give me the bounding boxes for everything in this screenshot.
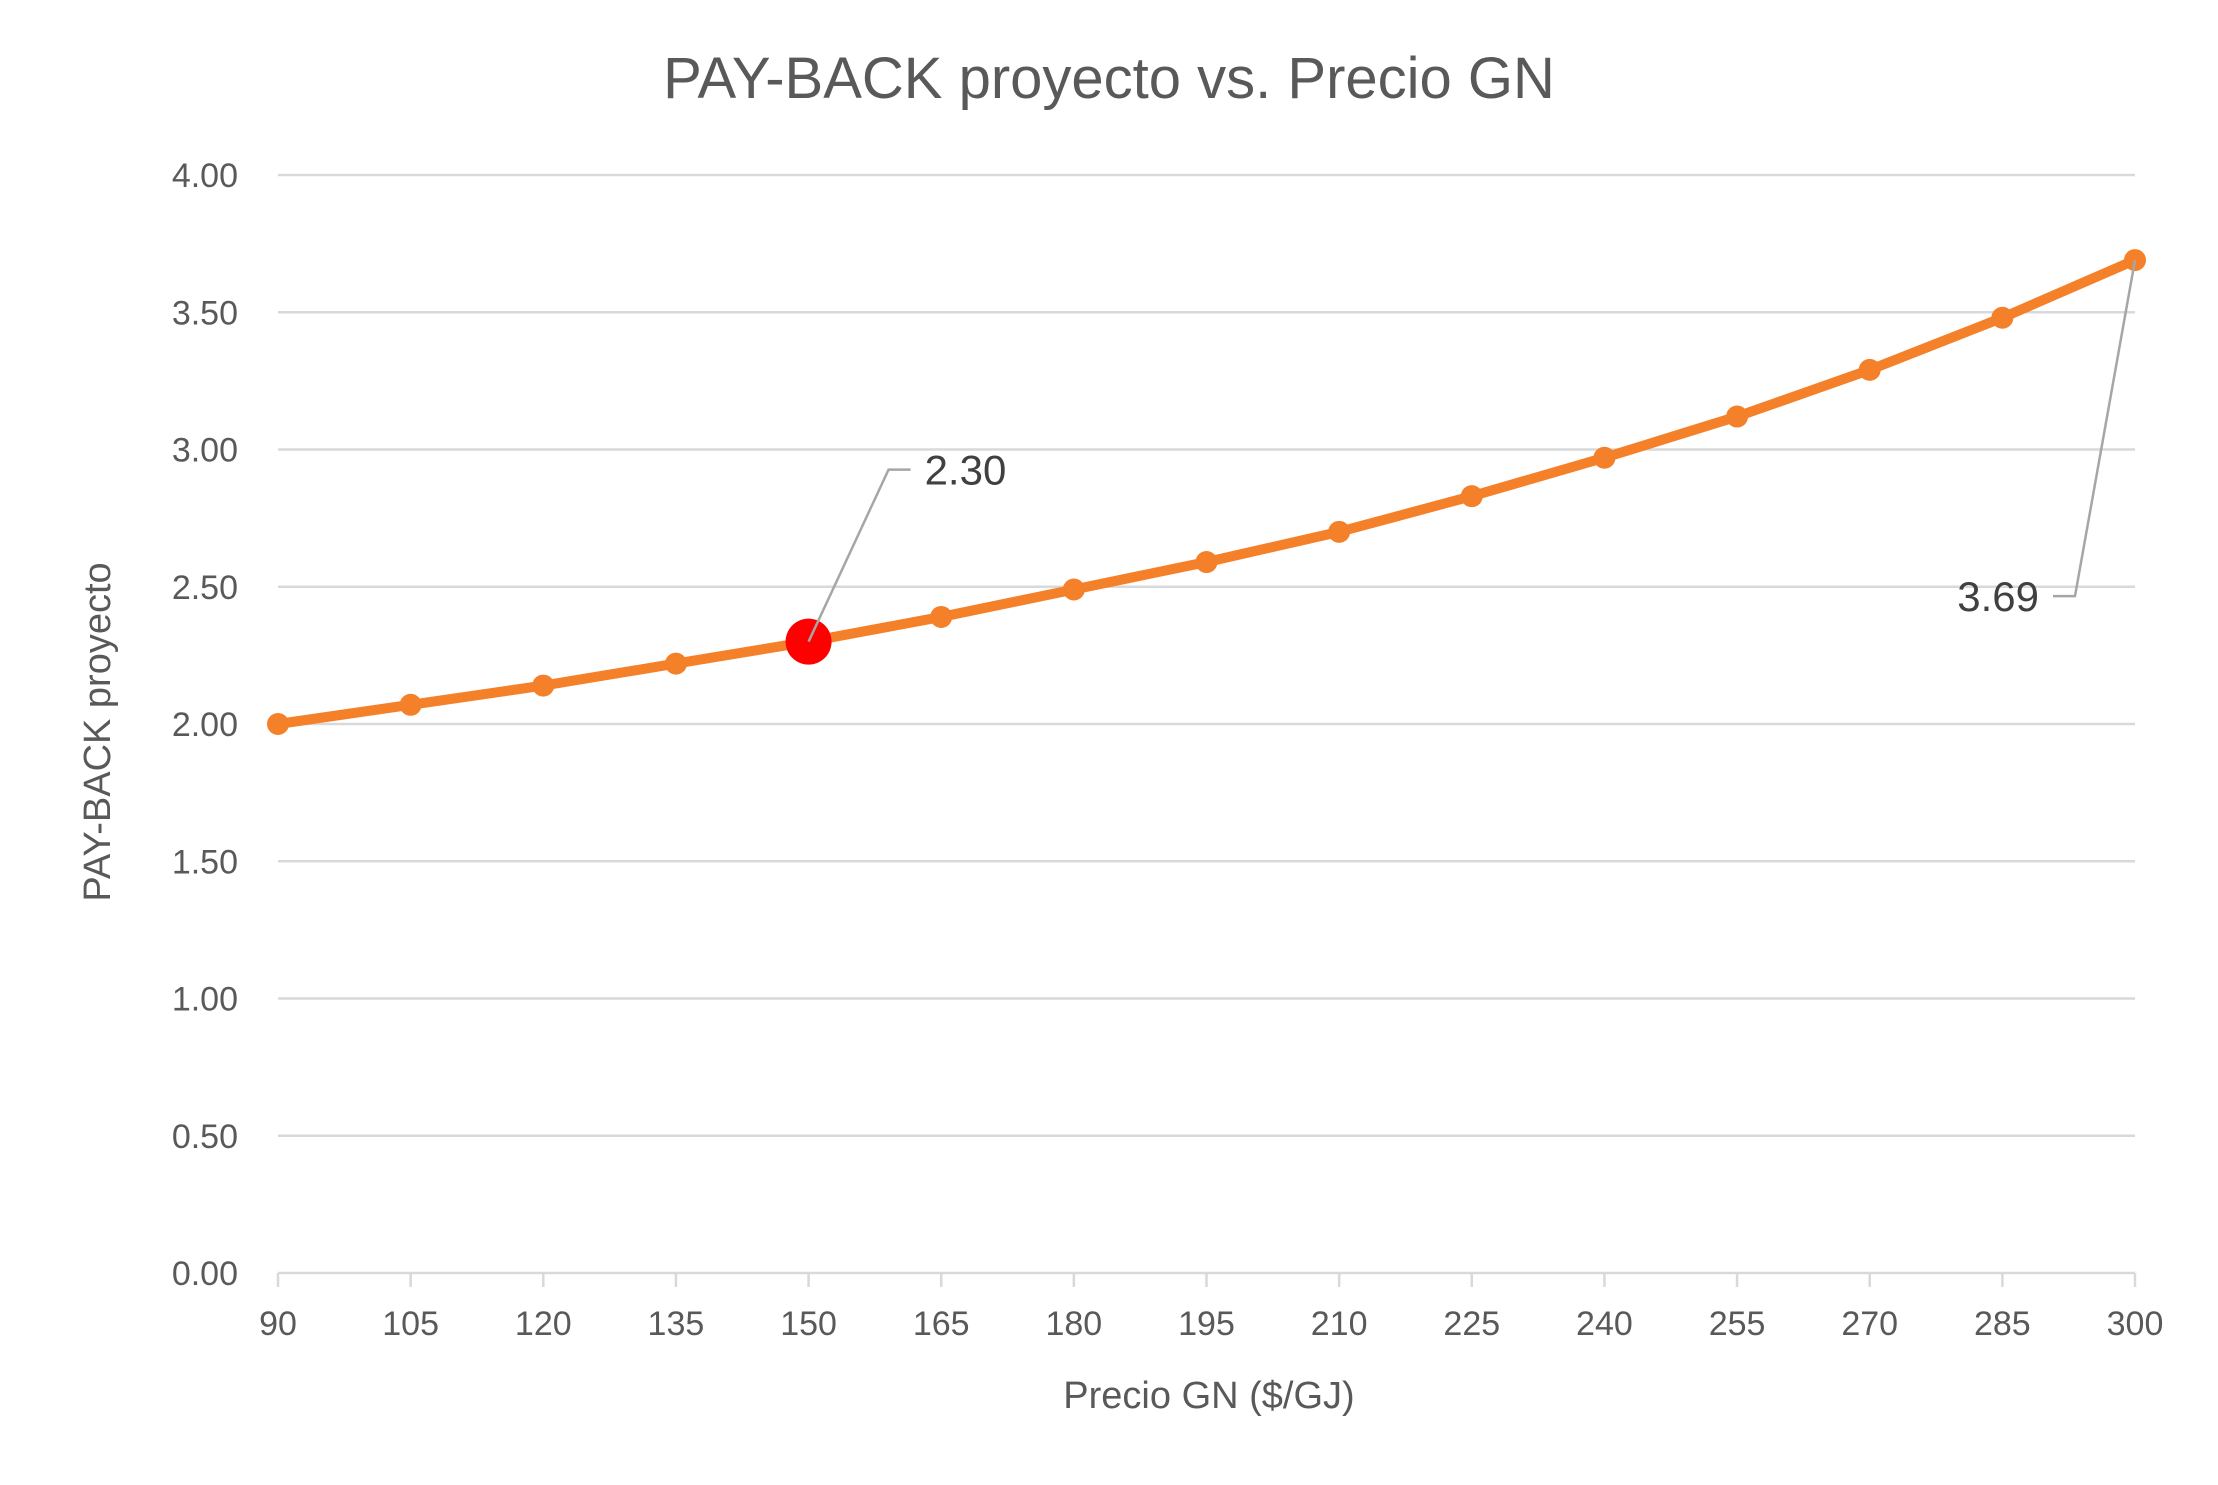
x-tick-label: 135	[648, 1305, 705, 1343]
data-point	[1195, 551, 1218, 574]
y-axis-title: PAY-BACK proyecto	[77, 562, 119, 901]
x-tick-label: 120	[515, 1305, 572, 1343]
gridlines	[278, 173, 2135, 1137]
data-point	[532, 674, 555, 697]
y-tick-label: 2.00	[172, 706, 238, 744]
y-tick-label: 2.50	[172, 569, 238, 607]
chart-title: PAY-BACK proyecto vs. Precio GN	[663, 46, 1555, 111]
x-tick-label: 195	[1178, 1305, 1235, 1343]
data-point	[1328, 520, 1351, 543]
x-tick-label: 255	[1709, 1305, 1766, 1343]
x-tick-label: 270	[1841, 1305, 1898, 1343]
series	[267, 249, 2146, 735]
data-point	[664, 652, 687, 675]
axes	[276, 1271, 2137, 1287]
data-label: 2.30	[925, 447, 1007, 494]
series-line-0	[273, 255, 2140, 729]
data-point	[267, 713, 289, 735]
y-tick-label: 4.00	[172, 157, 238, 195]
data-label: 3.69	[1957, 573, 2039, 620]
data-point	[1460, 485, 1483, 508]
data-point	[1726, 405, 1749, 428]
x-tick-label: 90	[259, 1305, 297, 1343]
y-axis-tick-labels: 0.00 0.50 1.00 1.50 2.00 2.50 3.00 3.50 4.00	[172, 157, 238, 1293]
x-tick-label: 300	[2107, 1305, 2164, 1343]
x-tick-label: 210	[1311, 1305, 1368, 1343]
y-tick-label: 3.00	[172, 432, 238, 470]
x-axis-tick-labels: 90 105 120 135 150 165 180 195 210 225 240 255 270 28…	[259, 1305, 2163, 1343]
annotation-leader-line	[2053, 259, 2137, 598]
annotation-leader-line	[807, 468, 911, 643]
y-tick-label: 0.50	[172, 1118, 238, 1156]
x-tick-label: 240	[1576, 1305, 1633, 1343]
y-tick-label: 1.00	[172, 981, 238, 1019]
x-tick-label: 225	[1443, 1305, 1500, 1343]
x-tick-label: 180	[1045, 1305, 1102, 1343]
x-axis-title: Precio GN ($/GJ)	[1063, 1375, 1354, 1417]
annotations: 2.30 3.69	[807, 259, 2137, 643]
y-tick-label: 0.00	[172, 1255, 238, 1293]
x-tick-label: 105	[382, 1305, 439, 1343]
data-point	[1991, 306, 2014, 329]
x-tick-label: 150	[780, 1305, 837, 1343]
x-tick-label: 165	[913, 1305, 970, 1343]
y-tick-label: 3.50	[172, 294, 238, 332]
y-tick-label: 1.50	[172, 843, 238, 881]
x-tick-label: 285	[1974, 1305, 2031, 1343]
data-point	[1593, 446, 1616, 469]
data-point	[930, 605, 953, 628]
data-point	[1062, 578, 1085, 601]
data-point	[399, 693, 422, 716]
data-point	[1858, 358, 1881, 381]
